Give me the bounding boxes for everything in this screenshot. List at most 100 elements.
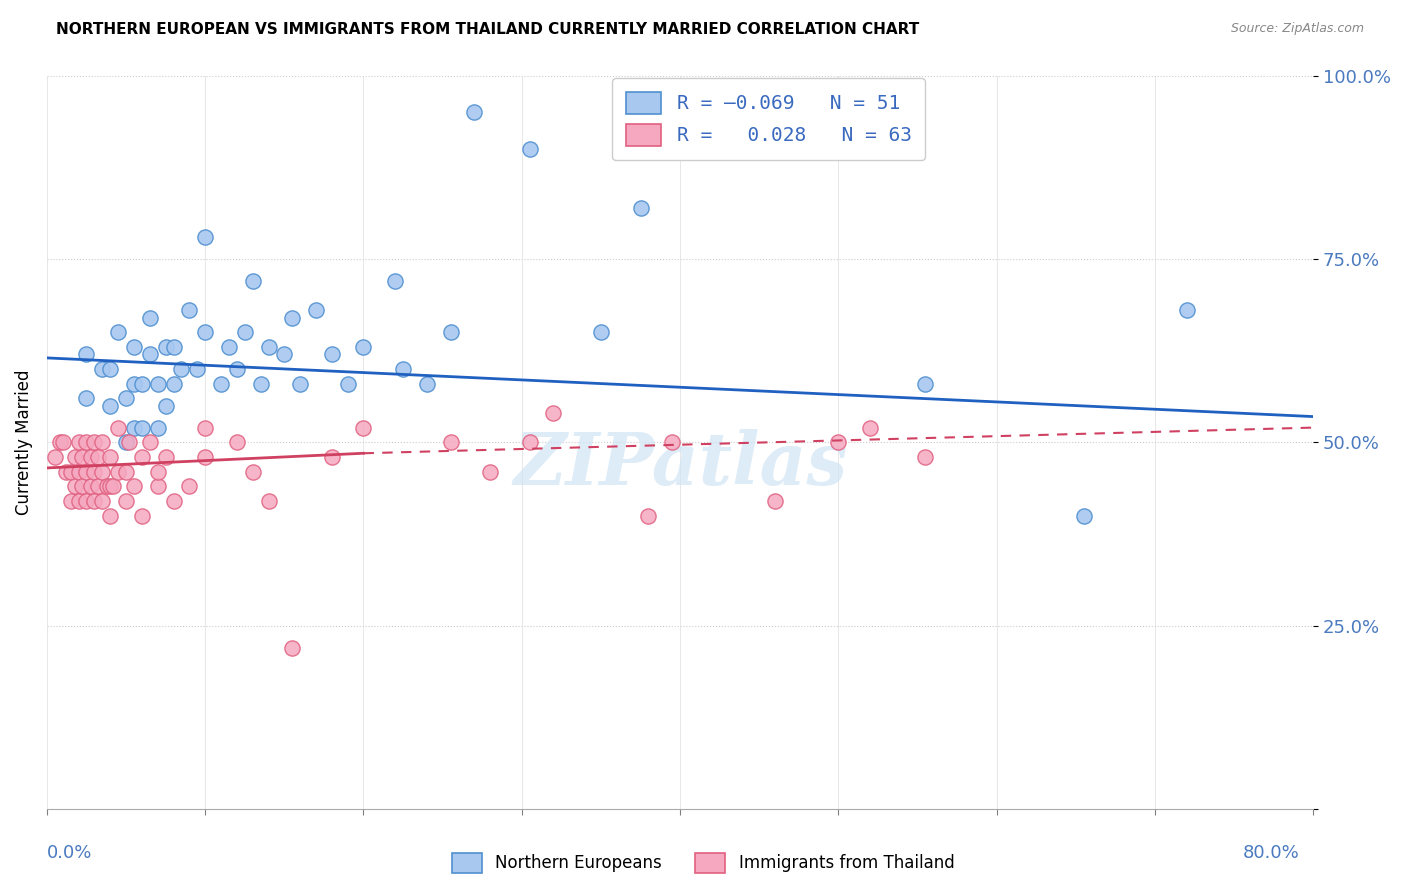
Point — [48, 435, 70, 450]
Point — [353, 420, 375, 434]
Point — [336, 376, 359, 391]
Point — [543, 406, 565, 420]
Point — [281, 640, 304, 655]
Point — [131, 450, 153, 464]
Point — [155, 399, 177, 413]
Point — [194, 450, 217, 464]
Point — [479, 465, 502, 479]
Point — [122, 479, 145, 493]
Point — [131, 376, 153, 391]
Point — [83, 465, 105, 479]
Point — [139, 435, 162, 450]
Point — [1175, 303, 1198, 318]
Point — [288, 376, 311, 391]
Point — [194, 230, 217, 244]
Text: Source: ZipAtlas.com: Source: ZipAtlas.com — [1230, 22, 1364, 36]
Point — [103, 479, 125, 493]
Point — [1073, 508, 1095, 523]
Point — [86, 479, 108, 493]
Point — [91, 362, 114, 376]
Point — [281, 310, 304, 325]
Point — [86, 450, 108, 464]
Point — [179, 479, 201, 493]
Point — [162, 376, 184, 391]
Point — [225, 362, 247, 376]
Point — [70, 450, 93, 464]
Point — [107, 325, 129, 339]
Text: ZIPatlas: ZIPatlas — [513, 429, 848, 500]
Point — [859, 420, 882, 434]
Text: 80.0%: 80.0% — [1243, 844, 1299, 862]
Point — [209, 376, 232, 391]
Point — [233, 325, 256, 339]
Point — [439, 435, 461, 450]
Point — [242, 465, 264, 479]
Point — [392, 362, 415, 376]
Point — [75, 465, 97, 479]
Point — [59, 494, 82, 508]
Point — [384, 274, 406, 288]
Point — [139, 310, 162, 325]
Point — [463, 105, 485, 120]
Point — [131, 420, 153, 434]
Text: 0.0%: 0.0% — [46, 844, 93, 862]
Point — [225, 435, 247, 450]
Point — [146, 465, 169, 479]
Point — [914, 376, 936, 391]
Point — [321, 450, 343, 464]
Point — [107, 420, 129, 434]
Legend: R = –0.069   N = 51, R =   0.028   N = 63: R = –0.069 N = 51, R = 0.028 N = 63 — [613, 78, 925, 160]
Point — [91, 435, 114, 450]
Point — [439, 325, 461, 339]
Point — [179, 303, 201, 318]
Point — [122, 376, 145, 391]
Point — [107, 465, 129, 479]
Point — [65, 479, 87, 493]
Point — [65, 450, 87, 464]
Point — [186, 362, 208, 376]
Point — [162, 494, 184, 508]
Point — [273, 347, 295, 361]
Point — [146, 376, 169, 391]
Legend: Northern Europeans, Immigrants from Thailand: Northern Europeans, Immigrants from Thai… — [446, 847, 960, 880]
Point — [630, 201, 652, 215]
Point — [257, 494, 280, 508]
Point — [75, 391, 97, 405]
Point — [115, 494, 138, 508]
Point — [118, 435, 141, 450]
Point — [155, 340, 177, 354]
Point — [589, 325, 612, 339]
Point — [122, 420, 145, 434]
Point — [44, 450, 66, 464]
Point — [59, 465, 82, 479]
Point — [98, 362, 121, 376]
Point — [321, 347, 343, 361]
Point — [98, 399, 121, 413]
Point — [305, 303, 328, 318]
Text: NORTHERN EUROPEAN VS IMMIGRANTS FROM THAILAND CURRENTLY MARRIED CORRELATION CHAR: NORTHERN EUROPEAN VS IMMIGRANTS FROM THA… — [56, 22, 920, 37]
Point — [249, 376, 271, 391]
Point — [914, 450, 936, 464]
Point — [80, 479, 103, 493]
Point — [146, 479, 169, 493]
Point — [257, 340, 280, 354]
Point — [519, 435, 541, 450]
Point — [155, 450, 177, 464]
Point — [75, 347, 97, 361]
Point — [637, 508, 659, 523]
Point — [194, 420, 217, 434]
Point — [763, 494, 786, 508]
Point — [827, 435, 849, 450]
Point — [139, 347, 162, 361]
Y-axis label: Currently Married: Currently Married — [15, 369, 32, 515]
Point — [67, 465, 90, 479]
Point — [416, 376, 439, 391]
Point — [55, 465, 77, 479]
Point — [67, 494, 90, 508]
Point — [91, 494, 114, 508]
Point — [162, 340, 184, 354]
Point — [75, 494, 97, 508]
Point — [91, 465, 114, 479]
Point — [122, 340, 145, 354]
Point — [52, 435, 75, 450]
